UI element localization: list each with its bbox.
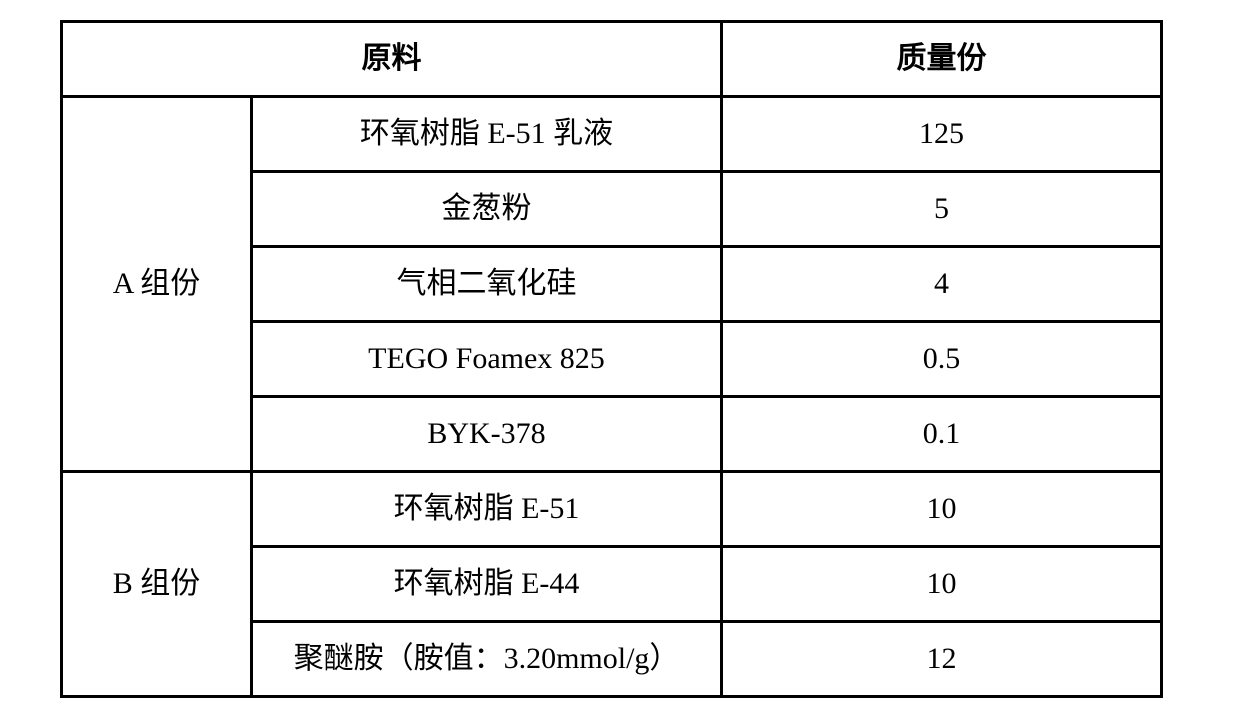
- table-row: A 组份 环氧树脂 E-51 乳液 125: [62, 97, 1162, 172]
- cell-qty: 10: [722, 472, 1162, 547]
- cell-material: 气相二氧化硅: [252, 247, 722, 322]
- composition-table: 原料 质量份 A 组份 环氧树脂 E-51 乳液 125 金葱粉 5 气相二氧化…: [60, 20, 1163, 698]
- header-mass-parts: 质量份: [722, 22, 1162, 97]
- cell-qty: 12: [722, 622, 1162, 697]
- cell-qty: 125: [722, 97, 1162, 172]
- cell-material: 环氧树脂 E-44: [252, 547, 722, 622]
- table-row: B 组份 环氧树脂 E-51 10: [62, 472, 1162, 547]
- group-a-label: A 组份: [62, 97, 252, 472]
- header-raw-material: 原料: [62, 22, 722, 97]
- table-container: 原料 质量份 A 组份 环氧树脂 E-51 乳液 125 金葱粉 5 气相二氧化…: [0, 0, 1223, 718]
- cell-qty: 0.1: [722, 397, 1162, 472]
- group-b-label: B 组份: [62, 472, 252, 697]
- cell-material: BYK-378: [252, 397, 722, 472]
- cell-material: 聚醚胺（胺值：3.20mmol/g）: [252, 622, 722, 697]
- cell-qty: 10: [722, 547, 1162, 622]
- cell-material: 环氧树脂 E-51: [252, 472, 722, 547]
- cell-qty: 4: [722, 247, 1162, 322]
- cell-qty: 0.5: [722, 322, 1162, 397]
- cell-material: 环氧树脂 E-51 乳液: [252, 97, 722, 172]
- cell-qty: 5: [722, 172, 1162, 247]
- cell-material: 金葱粉: [252, 172, 722, 247]
- cell-material: TEGO Foamex 825: [252, 322, 722, 397]
- table-header-row: 原料 质量份: [62, 22, 1162, 97]
